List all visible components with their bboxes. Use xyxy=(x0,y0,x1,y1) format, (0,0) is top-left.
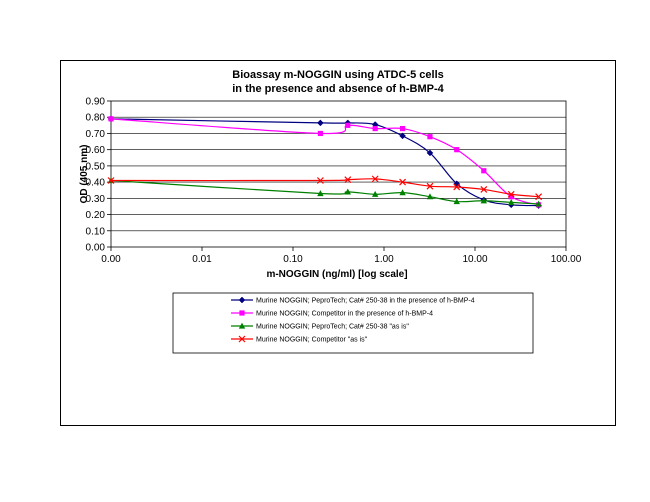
series-2-point-7 xyxy=(454,147,460,153)
x-axis-ticks: 0.00 0.01 0.10 1.00 10.00 100.00 xyxy=(101,247,582,265)
y-tick-label-5: 0.50 xyxy=(86,161,106,172)
series-3-point-9 xyxy=(508,198,515,205)
legend-entry-2: Murine NOGGIN; Competitor in the presenc… xyxy=(231,310,433,318)
series-3 xyxy=(107,177,542,207)
series-3-point-10 xyxy=(535,200,542,207)
series-group xyxy=(107,115,543,209)
series-3-point-2 xyxy=(317,190,324,197)
legend-entry-4: Murine NOGGIN; Competitor "as is" xyxy=(231,335,368,344)
series-2-point-5 xyxy=(399,125,406,132)
legend-swatch-marker-3 xyxy=(238,322,246,329)
legend-entry-1: Murine NOGGIN; PeproTech; Cat# 250-38 in… xyxy=(231,296,475,305)
chart-title-line-2: in the presence and absence of h-BMP-4 xyxy=(232,83,444,95)
y-tick-label-4: 0.40 xyxy=(86,178,106,189)
y-tick-label-1: 0.10 xyxy=(86,226,106,237)
series-2-point-1 xyxy=(108,116,114,122)
series-4-point-7 xyxy=(453,183,461,191)
x-axis-label: m-NOGGIN (ng/ml) [log scale] xyxy=(266,269,407,280)
legend-swatch-marker-2 xyxy=(239,310,245,316)
x-tick-label-4: 10.00 xyxy=(462,254,487,265)
series-3-point-4 xyxy=(371,190,379,197)
legend-box xyxy=(172,292,534,354)
y-tick-label-0: 0.00 xyxy=(86,243,106,254)
legend-entry-3: Murine NOGGIN; PeproTech; Cat# 250-38 "a… xyxy=(231,322,409,331)
y-axis-label: OD (405 nm) xyxy=(79,145,90,204)
y-tick-label-2: 0.20 xyxy=(86,210,106,221)
series-4-point-8 xyxy=(480,185,488,193)
series-4-point-3-stroke-b xyxy=(344,176,352,184)
series-4-point-9 xyxy=(507,190,515,198)
series-2-point-9 xyxy=(508,194,514,200)
series-4-point-1 xyxy=(107,177,115,184)
series-2-point-8 xyxy=(481,168,487,174)
series-2-point-2 xyxy=(317,130,323,137)
series-3-point-8 xyxy=(480,197,488,204)
legend-swatch-marker-4-stroke-b xyxy=(238,335,246,343)
chart-title-line-1: Bioassay m-NOGGIN using ATDC-5 cells xyxy=(232,69,444,81)
series-2-line xyxy=(110,118,539,206)
series-1-point-6 xyxy=(426,149,434,157)
series-4-point-5 xyxy=(399,178,406,186)
legend-swatch-marker-4 xyxy=(238,335,246,343)
legend-label-4: Murine NOGGIN; Competitor "as is" xyxy=(256,337,368,344)
legend-label-3: Murine NOGGIN; PeproTech; Cat# 250-38 "a… xyxy=(256,324,409,331)
series-2-point-4 xyxy=(372,125,378,132)
series-4-point-6 xyxy=(426,182,434,190)
y-tick-label-3: 0.30 xyxy=(86,194,106,205)
series-4-point-4 xyxy=(371,175,379,183)
series-4-point-1-stroke-b xyxy=(107,177,115,184)
x-tick-label-5: 100.00 xyxy=(551,254,582,265)
series-4-point-6-stroke-b xyxy=(426,182,434,190)
chart-frame xyxy=(60,60,616,426)
series-4-point-7-stroke-b xyxy=(453,183,461,191)
y-tick-label-6: 0.60 xyxy=(86,145,106,156)
legend-label-1: Murine NOGGIN; PeproTech; Cat# 250-38 in… xyxy=(256,298,475,305)
series-4-point-10 xyxy=(535,193,543,201)
series-3-line xyxy=(110,179,539,205)
series-1-point-5 xyxy=(399,132,406,140)
series-4-point-4-stroke-b xyxy=(371,175,379,183)
y-tick-label-7: 0.70 xyxy=(86,129,106,140)
series-4-point-3 xyxy=(344,176,352,184)
series-3-point-6 xyxy=(426,193,434,200)
plot-area xyxy=(110,100,567,248)
series-3-point-5 xyxy=(399,189,406,196)
gridlines xyxy=(111,116,566,232)
series-2-point-3 xyxy=(345,122,351,128)
legend: Murine NOGGIN; PeproTech; Cat# 250-38 in… xyxy=(231,296,475,344)
series-3-point-7 xyxy=(453,198,460,205)
legend-label-2: Murine NOGGIN; Competitor in the presenc… xyxy=(256,311,433,318)
series-4-point-2-stroke-b xyxy=(316,177,324,184)
series-4-point-5-stroke-b xyxy=(399,178,406,186)
series-4-point-2 xyxy=(316,177,324,184)
y-tick-label-8: 0.80 xyxy=(86,113,106,124)
x-tick-label-0: 0.00 xyxy=(101,254,121,265)
legend-swatch-marker-1 xyxy=(238,296,246,304)
x-tick-label-3: 1.00 xyxy=(374,254,394,265)
x-tick-label-1: 0.01 xyxy=(192,254,212,265)
x-tick-label-2: 0.10 xyxy=(283,254,303,265)
y-tick-label-9: 0.90 xyxy=(86,97,106,108)
series-4-point-8-stroke-b xyxy=(480,185,488,193)
series-1 xyxy=(107,115,542,209)
series-3-point-3 xyxy=(344,188,351,195)
series-4-point-10-stroke-b xyxy=(535,193,543,201)
series-1-point-2 xyxy=(317,119,324,127)
series-2-point-6 xyxy=(427,134,433,140)
y-axis-ticks: 0.00 0.10 0.20 0.30 0.40 0.50 0.60 0.70 0.80 0.90 xyxy=(86,97,111,254)
series-4 xyxy=(107,175,543,201)
series-4-point-9-stroke-b xyxy=(507,190,515,198)
